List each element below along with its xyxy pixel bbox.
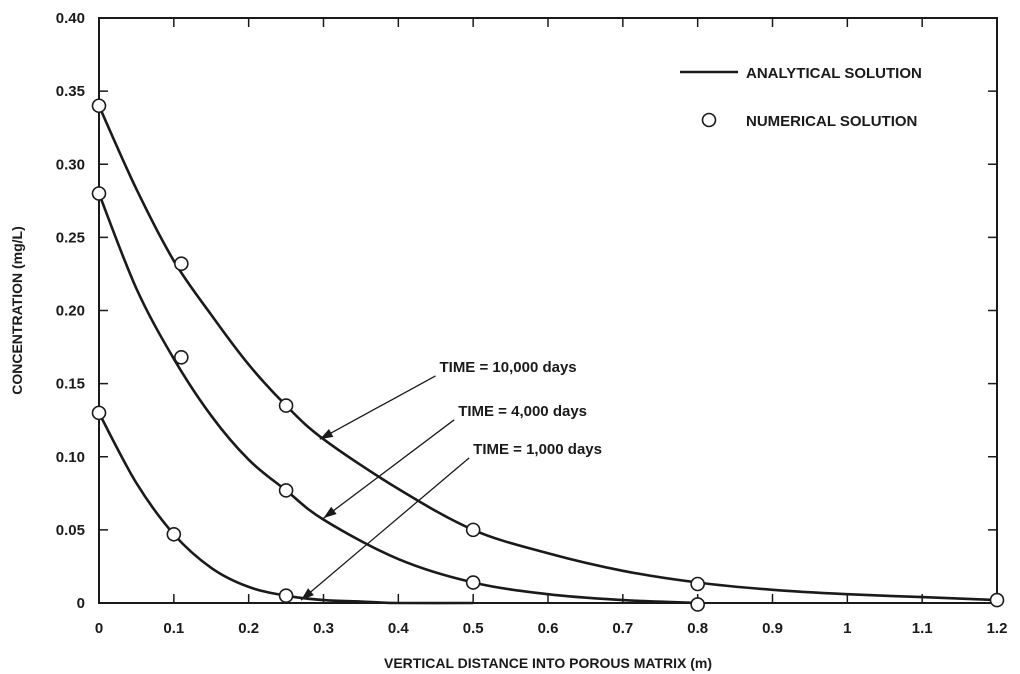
numerical-point-10000-days [465, 522, 481, 538]
annotation-arrowhead [301, 588, 314, 601]
numerical-point-4000-days [690, 597, 705, 612]
x-tick-label: 1.2 [987, 620, 1008, 637]
y-tick-label: 0.30 [56, 156, 85, 173]
y-tick-label: 0.35 [56, 83, 85, 100]
numerical-markers [91, 98, 1005, 612]
axes: 0 0.1 0.2 0.3 0.4 0.5 0.6 0.7 0.8 0.9 1 1.1 1.2 0 0.05… [56, 10, 1008, 637]
analytical-curve-10000-days [97, 105, 998, 602]
x-tick-label: 0.2 [238, 620, 259, 637]
x-tick-label: 1 [843, 620, 851, 637]
x-tick-label: 0.3 [313, 620, 334, 637]
annotation-label: TIME = 10,000 days [439, 359, 576, 376]
x-axis-title: VERTICAL DISTANCE INTO POROUS MATRIX (m) [384, 655, 712, 671]
x-tick-label: 0.4 [388, 620, 410, 637]
analytical-curve-1000-days [97, 412, 474, 605]
y-tick-label: 0.20 [56, 303, 85, 320]
y-tick-label: 0 [77, 595, 85, 612]
plot-frame [98, 17, 998, 604]
numerical-point-10000-days [690, 576, 705, 592]
numerical-point-10000-days [174, 256, 189, 272]
y-tick-label: 0.10 [56, 449, 85, 466]
numerical-point-1000-days [166, 526, 182, 542]
analytical-curves [97, 105, 998, 605]
y-tick-label: 0.15 [56, 376, 85, 393]
numerical-point-4000-days [91, 186, 107, 201]
annotation-arrow [319, 375, 436, 440]
x-tick-label: 0.9 [762, 620, 783, 637]
annotation-label: TIME = 4,000 days [458, 403, 587, 420]
x-tick-label: 0 [95, 620, 103, 637]
legend-label-numerical: NUMERICAL SOLUTION [746, 113, 917, 130]
numerical-point-10000-days [91, 98, 107, 114]
y-tick-label: 0.40 [56, 10, 85, 27]
annotation-label: TIME = 1,000 days [473, 441, 602, 458]
numerical-point-10000-days [278, 398, 294, 413]
annotation-arrowhead [319, 429, 334, 440]
y-tick-label: 0.05 [56, 522, 85, 539]
x-tick-label: 0.6 [538, 620, 559, 637]
numerical-point-4000-days [278, 483, 294, 498]
y-axis-title: CONCENTRATION (mg/L) [9, 226, 25, 395]
annotation-arrow [323, 419, 455, 519]
x-tick-label: 0.5 [463, 620, 484, 637]
annotation-arrowhead [323, 506, 337, 519]
numerical-point-4000-days [174, 349, 189, 365]
numerical-point-10000-days [989, 592, 1005, 608]
x-tick-label: 1.1 [912, 620, 933, 637]
x-tick-label: 0.7 [612, 620, 633, 637]
numerical-point-1000-days [91, 405, 107, 421]
x-tick-label: 0.1 [163, 620, 184, 637]
legend: ANALYTICAL SOLUTION NUMERICAL SOLUTION [680, 65, 922, 130]
numerical-point-4000-days [465, 575, 481, 590]
annotation-arrow [300, 457, 470, 601]
analytical-curve-4000-days [97, 193, 698, 605]
x-tick-label: 0.8 [687, 620, 708, 637]
y-tick-label: 0.25 [56, 229, 85, 246]
legend-circle-swatch [701, 112, 717, 128]
legend-label-analytical: ANALYTICAL SOLUTION [746, 65, 922, 82]
annotations: TIME = 10,000 days TIME = 4,000 days TIME … [300, 359, 602, 601]
numerical-point-1000-days [278, 588, 294, 603]
